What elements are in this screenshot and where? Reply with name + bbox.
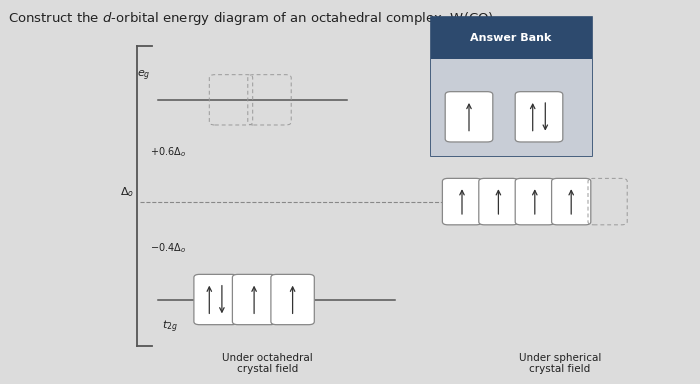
FancyBboxPatch shape	[194, 274, 237, 325]
FancyBboxPatch shape	[232, 274, 276, 325]
FancyBboxPatch shape	[552, 178, 591, 225]
Text: Under spherical
crystal field: Under spherical crystal field	[519, 353, 601, 374]
Text: Under octahedral
crystal field: Under octahedral crystal field	[222, 353, 313, 374]
Text: Answer Bank: Answer Bank	[470, 33, 552, 43]
Text: $\Delta_o$: $\Delta_o$	[120, 185, 134, 199]
FancyBboxPatch shape	[515, 92, 563, 142]
FancyBboxPatch shape	[515, 178, 554, 225]
FancyBboxPatch shape	[442, 178, 482, 225]
FancyBboxPatch shape	[271, 274, 314, 325]
Text: $+0.6\Delta_o$: $+0.6\Delta_o$	[150, 145, 187, 159]
FancyBboxPatch shape	[430, 59, 592, 156]
FancyBboxPatch shape	[445, 92, 493, 142]
Text: Construct the $d$-orbital energy diagram of an octahedral complex, W(CO)$_6$.: Construct the $d$-orbital energy diagram…	[8, 10, 505, 26]
Text: $t_{2g}$: $t_{2g}$	[162, 319, 178, 335]
Text: $-0.4\Delta_o$: $-0.4\Delta_o$	[150, 241, 187, 255]
FancyBboxPatch shape	[479, 178, 518, 225]
Text: $e_g$: $e_g$	[137, 68, 150, 83]
FancyBboxPatch shape	[430, 17, 592, 156]
